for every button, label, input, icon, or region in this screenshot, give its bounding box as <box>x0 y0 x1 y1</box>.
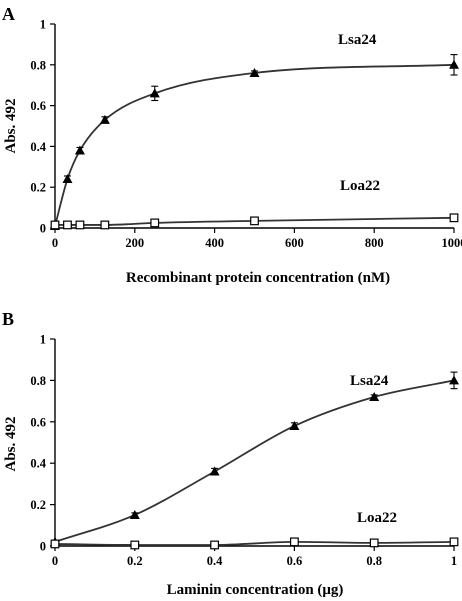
panel-a-x-tick-label: 600 <box>285 236 304 250</box>
panel-a-loa22-point <box>250 216 259 226</box>
panel-b-y-tick-label: 0.8 <box>30 374 46 388</box>
panel-b-lsa24-point <box>129 509 140 519</box>
panel-b-letter: B <box>2 309 14 329</box>
panel-a-y-tick-label: 0 <box>40 222 46 236</box>
panel-b-lsa24-point <box>289 420 300 430</box>
panel-b-x-tick-label: 0.8 <box>366 554 382 568</box>
panel-a-lsa24-point <box>249 67 260 77</box>
panel-a-loa22-point <box>75 220 85 230</box>
panel-b-y-tick-label: 0 <box>40 540 46 554</box>
panel-b-lsa24-point <box>209 466 220 476</box>
panel-b-loa22-point <box>449 537 459 547</box>
panel-a-y-tick-label: 0.4 <box>30 140 46 154</box>
panel-b-x-tick-label: 0.2 <box>127 554 143 568</box>
panel-b-y-tick-label: 0.6 <box>30 415 46 429</box>
panel-a-loa22-point <box>100 220 110 230</box>
panel-b-lsa24-point <box>449 375 459 385</box>
panel-a-loa22-label: Loa22 <box>340 178 380 194</box>
panel-a-y-tick-label: 0.6 <box>30 99 46 113</box>
panel-b-x-tick-label: 0.6 <box>287 554 303 568</box>
panel-a-lsa24-point <box>62 174 73 184</box>
panel-b-x-tick-label: 0.4 <box>207 554 223 568</box>
panel-a-lsa24-line <box>54 63 455 227</box>
panel-a-lsa24-point <box>74 145 85 155</box>
panel-a-x-tick-label: 200 <box>125 236 144 250</box>
panel-a-x-tick-label: 1000 <box>442 236 462 250</box>
panel-a-loa22-point <box>150 218 160 228</box>
panel-b-loa22-label: Loa22 <box>357 510 397 526</box>
panel-b-ylabel: Abs. 492 <box>3 416 19 471</box>
panel-a-y-tick-label: 1 <box>40 18 46 32</box>
panel-a-loa22-point <box>63 220 72 230</box>
panel-a-lsa24-point <box>149 88 160 98</box>
panel-b-xlabel: Laminin concentration (μg) <box>167 582 344 598</box>
panel-a-y-tick-label: 0.2 <box>30 181 46 195</box>
panel-b-loa22-point <box>369 538 379 548</box>
panel-a-y-tick-label: 0.8 <box>30 58 46 72</box>
panel-a-x-tick-label: 800 <box>365 236 384 250</box>
panel-b-loa22-line <box>54 540 455 546</box>
panel-a-xlabel: Recombinant protein concentration (nM) <box>126 270 390 286</box>
panel-b-loa22-point <box>130 540 140 550</box>
panel-b-lsa24-label: Lsa24 <box>350 373 389 389</box>
panel-a-lsa24-point <box>449 59 459 69</box>
panel-b-loa22-point <box>210 540 220 550</box>
panel-b-y-tick-label: 0.2 <box>30 498 46 512</box>
panel-a-x-tick-label: 0 <box>52 236 58 250</box>
panel-a-lsa24-label: Lsa24 <box>338 32 377 48</box>
panel-b-lsa24-point <box>369 391 380 401</box>
panel-a-lsa24-point <box>99 114 110 124</box>
panel-b-y-tick-label: 0.4 <box>30 457 46 471</box>
panel-a-loa22-point <box>449 213 459 223</box>
panel-b-lsa24-line <box>54 379 455 543</box>
panel-b-y-tick-label: 1 <box>40 333 46 347</box>
panel-a-loa22-point <box>50 220 60 230</box>
panel-a-chart: A Abs. 492 Recombinant protein concentra… <box>2 4 462 286</box>
panel-b-loa22-point <box>290 537 299 547</box>
panel-a-letter: A <box>2 4 15 24</box>
panel-b-loa22-point <box>50 539 60 549</box>
panel-b-x-tick-label: 0 <box>52 554 58 568</box>
panel-a-ylabel: Abs. 492 <box>3 98 19 153</box>
panel-b-x-tick-label: 1 <box>451 554 457 568</box>
panel-a-x-tick-label: 400 <box>205 236 224 250</box>
panel-b-chart: B Abs. 492 Laminin concentration (μg) 00… <box>2 309 459 598</box>
